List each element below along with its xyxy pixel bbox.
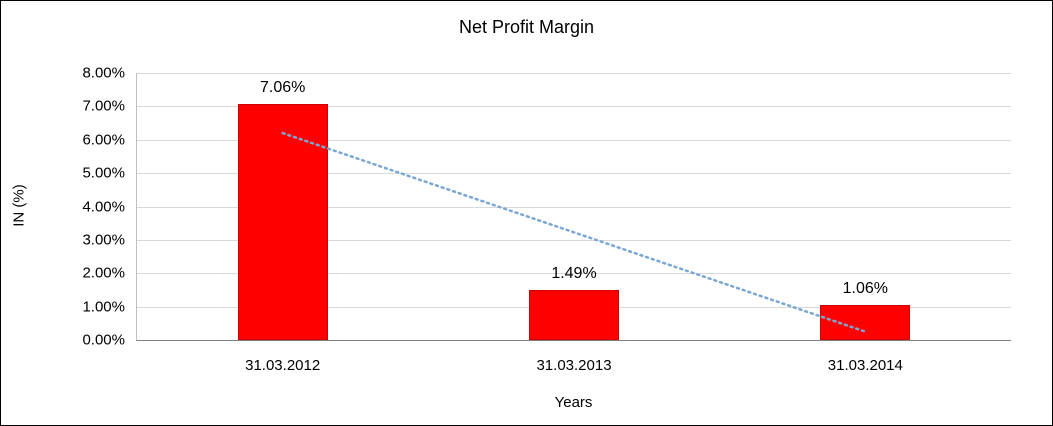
x-axis-label: Years [554,394,593,411]
bar-value-label: 7.06% [259,79,306,97]
x-tick-label: 31.03.2013 [536,357,612,374]
y-tick-label: 3.00% [82,231,125,249]
bar [820,304,911,340]
gridline [137,73,1011,74]
bar [237,104,328,340]
y-tick-label: 0.00% [82,331,125,349]
plot-area: 0.00% 1.00% 2.00% 3.00% 4.00% 5.00% 6.00% 7.00%… [82,65,1011,374]
bar-value-label: 1.06% [842,279,889,297]
x-tick-label: 31.03.2012 [245,357,321,374]
y-tick-label: 1.00% [82,298,125,316]
y-axis-label: IN (%) [10,184,28,227]
x-tick-label: 31.03.2014 [827,357,903,374]
y-tick-label: 2.00% [82,264,125,282]
y-tick-label: 5.00% [82,164,125,182]
y-tick-label: 4.00% [82,198,125,215]
y-tick-label: 6.00% [82,131,125,149]
chart-title: Net Profit Margin [458,17,595,37]
y-tick-label: 8.00% [82,64,125,82]
bar [529,290,619,340]
y-tick-label: 7.00% [82,97,125,115]
bar-value-label: 1.49% [551,265,597,283]
